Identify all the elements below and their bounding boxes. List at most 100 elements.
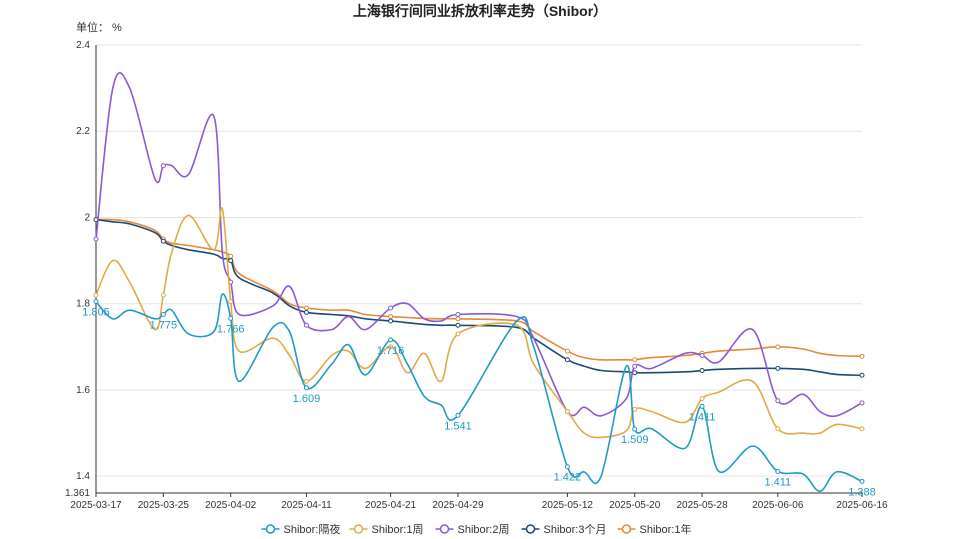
data-point <box>699 396 705 402</box>
data-point <box>699 352 705 358</box>
data-point <box>632 363 638 369</box>
data-point <box>859 400 865 406</box>
data-point <box>455 311 461 317</box>
x-tick-label: 2025-06-16 <box>836 500 888 511</box>
data-point <box>859 426 865 432</box>
data-point <box>228 253 234 259</box>
data-point <box>388 314 394 320</box>
y-tick-label: 1.361 <box>65 488 90 499</box>
unit-label: 单位： % <box>76 20 122 34</box>
data-point <box>564 348 570 354</box>
x-tick-label: 2025-03-25 <box>138 500 190 511</box>
data-label: 1.766 <box>217 323 245 335</box>
series-line <box>95 218 863 361</box>
data-point <box>455 331 461 337</box>
data-point <box>160 292 166 298</box>
data-point <box>859 353 865 359</box>
data-label: 1.411 <box>764 476 791 488</box>
data-point <box>388 337 394 343</box>
legend-item: Shibor:1年 <box>617 522 692 536</box>
legend-item: Shibor:隔夜 <box>261 522 341 536</box>
data-point <box>303 378 309 384</box>
data-point <box>455 412 461 418</box>
axes: 1.361 1.4 1.6 1.8 2 2.2 2.4 2025-03-17 2025-03-2… <box>65 40 888 511</box>
legend-marker <box>265 524 276 534</box>
y-tick-label: 1.4 <box>76 471 90 482</box>
legend-item: Shibor:2周 <box>435 523 510 536</box>
data-point <box>699 368 705 374</box>
data-point <box>388 344 394 350</box>
x-tick-label: 2025-06-06 <box>752 500 804 511</box>
data-point <box>303 305 309 311</box>
data-point <box>632 426 638 432</box>
y-tick-label: 1.8 <box>76 299 90 310</box>
legend-label: Shibor:隔夜 <box>284 522 341 536</box>
data-point <box>859 372 865 378</box>
legend-label: Shibor:1年 <box>640 522 692 536</box>
data-point <box>455 316 461 322</box>
legend-marker <box>525 524 536 534</box>
series-line <box>95 293 863 493</box>
data-label: 1.609 <box>293 393 321 405</box>
data-label: 1.541 <box>444 420 472 432</box>
data-labels: 1.805 1.775 1.766 1.609 1.716 1.541 1.422 1.509… <box>82 307 876 499</box>
data-label: 1.422 <box>554 472 582 484</box>
x-tick-label: 2025-03-17 <box>70 500 122 511</box>
x-tick-label: 2025-04-11 <box>281 500 332 511</box>
series-line <box>95 72 863 418</box>
data-label: 1.716 <box>377 345 405 357</box>
data-point <box>303 385 309 391</box>
x-tick-label: 2025-05-20 <box>609 500 661 511</box>
data-point <box>859 478 865 484</box>
y-tick-label: 2 <box>84 212 90 223</box>
data-label: 1.388 <box>848 486 876 498</box>
data-point <box>228 299 234 305</box>
legend: Shibor:隔夜 Shibor:1周 Shibor:2周 Shibor:3个月 Shi… <box>261 522 692 536</box>
data-label: 1.509 <box>621 434 649 446</box>
data-point <box>228 258 234 264</box>
data-point <box>303 322 309 328</box>
data-point <box>160 238 166 244</box>
data-point <box>93 292 99 298</box>
x-tick-label: 2025-05-12 <box>542 500 594 511</box>
x-tick-label: 2025-05-28 <box>676 500 728 511</box>
data-point <box>228 315 234 321</box>
legend-label: Shibor:3个月 <box>544 523 607 536</box>
data-point <box>775 365 781 371</box>
grid-lines <box>96 44 862 477</box>
y-tick-label: 2.4 <box>76 40 90 51</box>
data-point <box>775 344 781 350</box>
data-point <box>388 305 394 311</box>
data-point <box>93 299 99 305</box>
data-point <box>303 309 309 315</box>
data-label: 1.775 <box>150 319 178 331</box>
series-group <box>93 217 865 363</box>
legend-item: Shibor:3个月 <box>521 523 607 536</box>
data-point <box>775 468 781 474</box>
legend-marker <box>353 524 364 534</box>
data-label: 1.805 <box>82 307 110 319</box>
series-lines <box>93 72 865 493</box>
data-point <box>93 236 99 242</box>
data-point <box>564 464 570 470</box>
series-group <box>93 207 865 439</box>
x-tick-label: 2025-04-29 <box>432 500 484 511</box>
series-group <box>93 293 865 493</box>
legend-item: Shibor:1周 <box>349 523 424 536</box>
data-point <box>775 398 781 404</box>
data-point <box>388 318 394 324</box>
legend-marker <box>439 524 450 534</box>
series-line <box>95 218 863 377</box>
data-point <box>160 163 166 169</box>
series-line <box>95 207 863 439</box>
legend-label: Shibor:1周 <box>372 523 424 536</box>
data-point <box>699 403 705 409</box>
series-group <box>93 72 865 418</box>
legend-marker <box>621 524 632 534</box>
legend-label: Shibor:2周 <box>458 523 510 536</box>
data-point <box>632 406 638 412</box>
y-tick-label: 2.2 <box>76 126 90 137</box>
y-tick-label: 1.6 <box>76 385 90 396</box>
data-point <box>455 322 461 328</box>
